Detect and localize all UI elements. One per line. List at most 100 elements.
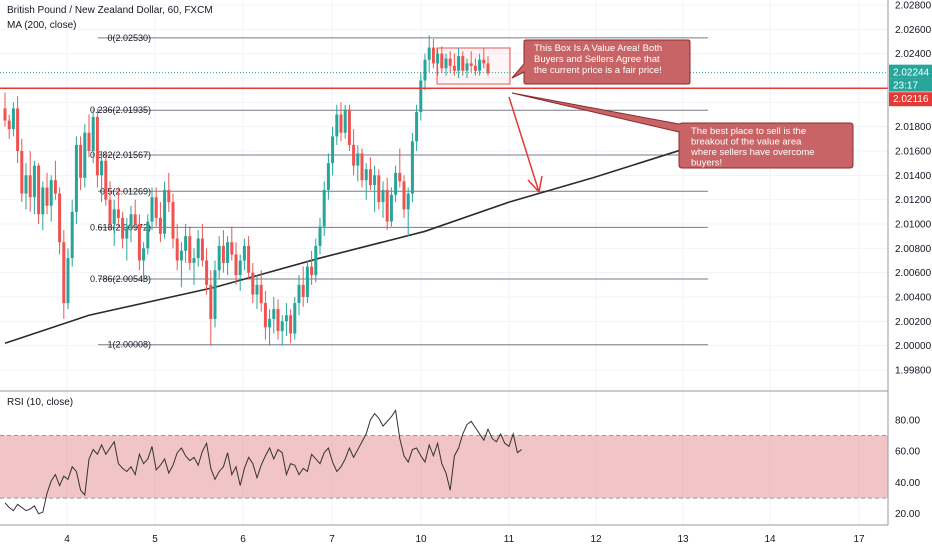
candle-up	[280, 321, 284, 332]
fib-level-label: 1(2.00008)	[107, 340, 151, 350]
moving-average	[4, 123, 762, 344]
candle-up	[70, 211, 74, 259]
time-tick-label: 12	[590, 534, 602, 545]
candle-up	[184, 236, 188, 251]
candle-down	[360, 153, 364, 181]
candle-down	[230, 242, 234, 255]
candle-down	[276, 309, 280, 332]
current-price-value: 2.02244	[893, 68, 930, 79]
price-tick-label: 2.00600	[895, 268, 932, 279]
candle-down	[175, 238, 179, 261]
candle-up	[415, 112, 419, 142]
candle-down	[108, 199, 112, 224]
candle-up	[129, 214, 133, 227]
candle-up	[423, 59, 427, 81]
candle-up	[444, 58, 448, 69]
candle-down	[79, 144, 83, 178]
sell-note-line: The best place to sell is the	[691, 126, 806, 137]
rsi-legend: RSI (10, close)	[7, 397, 73, 408]
candle-down	[205, 260, 209, 285]
candle-up	[343, 109, 347, 133]
candle-up	[419, 80, 423, 113]
candle-up	[100, 160, 104, 176]
candle-down	[263, 303, 267, 328]
rsi-tick-label: 40.00	[895, 478, 920, 489]
sell-note-box	[511, 92, 854, 169]
candle-down	[402, 181, 406, 210]
price-lines	[0, 72, 888, 89]
candle-up	[436, 53, 440, 64]
time-tick-label: 17	[853, 534, 865, 545]
price-tick-label: 2.02400	[895, 49, 932, 60]
price-tick-label: 2.02600	[895, 25, 932, 36]
candle-up	[142, 248, 146, 261]
candle-down	[121, 217, 125, 239]
price-tick-label: 1.99800	[895, 366, 932, 377]
sell-arrow-shaft	[508, 96, 540, 193]
value-area-rect	[436, 47, 511, 85]
candle-down	[448, 58, 452, 66]
candle-up	[465, 63, 469, 71]
candle-up	[11, 108, 15, 130]
candle-down	[352, 144, 356, 166]
fib-level-label: 0.5(2.01269)	[100, 186, 151, 196]
candle-down	[209, 284, 213, 319]
candle-up	[179, 250, 183, 261]
value-area-box	[436, 47, 511, 85]
candle-up	[326, 163, 330, 190]
candle-down	[16, 108, 20, 151]
price-tick-label: 2.01400	[895, 171, 932, 182]
value-area-note-line: This Box Is A Value Area! Both	[534, 43, 662, 54]
candle-up	[150, 197, 154, 222]
candle-up	[24, 175, 28, 194]
candle-up	[32, 165, 36, 198]
price-tick-label: 2.01800	[895, 122, 932, 133]
candle-up	[297, 284, 301, 304]
candle-up	[196, 238, 200, 259]
candle-down	[116, 209, 120, 218]
candle-down	[339, 114, 343, 133]
candle-up	[255, 284, 259, 295]
time-tick-label: 13	[677, 534, 689, 545]
chart-title: British Pound / New Zealand Dollar, 60, …	[7, 5, 213, 16]
candle-up	[293, 303, 297, 334]
candle-down	[167, 189, 171, 203]
rsi-axis-labels: 80.00 60.00 40.00 20.00	[895, 415, 920, 520]
rsi-tick-label: 60.00	[895, 447, 920, 458]
candle-up	[41, 187, 45, 215]
candle-down	[200, 238, 204, 261]
candle-up	[373, 175, 377, 186]
candle-up	[217, 245, 221, 271]
candle-up	[83, 132, 87, 178]
candle-down	[310, 266, 314, 276]
candle-down	[133, 214, 137, 224]
candle-up	[427, 47, 431, 60]
candle-up	[394, 172, 398, 195]
candle-down	[482, 59, 486, 64]
time-tick-label: 4	[64, 534, 70, 545]
candle-down	[3, 108, 7, 121]
candle-up	[331, 136, 335, 164]
candle-down	[188, 236, 192, 263]
candle-down	[385, 189, 389, 222]
candle-up	[318, 226, 322, 246]
value-area-note-line: Buyers and Sellers Agree that	[534, 54, 660, 65]
price-tick-label: 2.00400	[895, 293, 932, 304]
candle-up	[381, 189, 385, 203]
countdown-tag	[889, 78, 932, 92]
countdown-value: 23:17	[893, 81, 918, 92]
candle-down	[95, 116, 99, 176]
candle-down	[301, 284, 305, 297]
rsi-tick-label: 80.00	[895, 415, 920, 426]
price-tags: 2.02244 23:17 2.02116	[889, 64, 932, 107]
candle-down	[259, 284, 263, 304]
rsi-line	[4, 409, 522, 515]
candle-up	[242, 245, 246, 261]
candle-up	[226, 242, 230, 263]
sell-note-line: where sellers have overcome	[690, 147, 815, 158]
candle-down	[247, 245, 251, 273]
price-tick-label: 2.01000	[895, 220, 932, 231]
candles	[3, 35, 490, 346]
candle-up	[146, 221, 150, 249]
price-tick-label: 2.02800	[895, 1, 932, 12]
